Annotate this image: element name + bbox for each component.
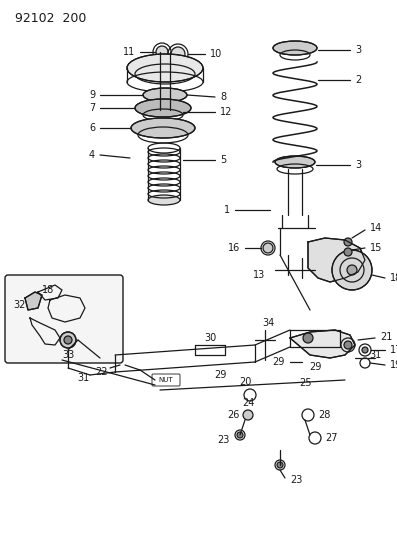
Text: 22: 22 xyxy=(96,367,108,377)
Text: 18: 18 xyxy=(390,273,397,283)
Text: 1: 1 xyxy=(224,205,230,215)
Text: 14: 14 xyxy=(370,223,382,233)
Text: NUT: NUT xyxy=(159,377,173,383)
Text: 33: 33 xyxy=(62,350,74,360)
Circle shape xyxy=(344,248,352,256)
Circle shape xyxy=(347,265,357,275)
Ellipse shape xyxy=(275,156,315,168)
Text: 29: 29 xyxy=(273,357,285,367)
Text: 3: 3 xyxy=(355,45,361,55)
Text: 4: 4 xyxy=(89,150,95,160)
Text: 19: 19 xyxy=(390,360,397,370)
Text: 28: 28 xyxy=(318,410,330,420)
Text: 34: 34 xyxy=(262,318,274,328)
Ellipse shape xyxy=(127,54,203,82)
Text: 26: 26 xyxy=(227,410,240,420)
Text: 6: 6 xyxy=(89,123,95,133)
Text: 27: 27 xyxy=(325,433,337,443)
Text: 29: 29 xyxy=(214,370,226,380)
Circle shape xyxy=(237,432,243,438)
Text: 8: 8 xyxy=(220,92,226,102)
Text: 21: 21 xyxy=(380,332,392,342)
Circle shape xyxy=(362,347,368,353)
Circle shape xyxy=(263,243,273,253)
Circle shape xyxy=(243,410,253,420)
Text: 16: 16 xyxy=(228,243,240,253)
Circle shape xyxy=(303,333,313,343)
Text: 24: 24 xyxy=(242,398,254,408)
Text: 23: 23 xyxy=(218,435,230,445)
Text: 18: 18 xyxy=(42,285,54,295)
Text: 12: 12 xyxy=(220,107,232,117)
Text: 20: 20 xyxy=(239,377,251,387)
Ellipse shape xyxy=(143,88,187,102)
Polygon shape xyxy=(25,292,42,310)
Text: 15: 15 xyxy=(370,243,382,253)
Circle shape xyxy=(277,462,283,468)
Text: 11: 11 xyxy=(123,47,135,57)
Text: 92102  200: 92102 200 xyxy=(15,12,87,25)
Polygon shape xyxy=(308,238,365,282)
Text: 31: 31 xyxy=(77,373,89,383)
Text: 3: 3 xyxy=(355,160,361,170)
Ellipse shape xyxy=(135,99,191,117)
Text: 2: 2 xyxy=(355,75,361,85)
Text: 7: 7 xyxy=(89,103,95,113)
Ellipse shape xyxy=(273,41,317,55)
Ellipse shape xyxy=(148,195,180,205)
Text: 23: 23 xyxy=(290,475,303,485)
Circle shape xyxy=(60,332,76,348)
Polygon shape xyxy=(290,330,355,358)
Circle shape xyxy=(171,47,185,61)
Text: 30: 30 xyxy=(204,333,216,343)
Ellipse shape xyxy=(131,118,195,138)
Circle shape xyxy=(344,238,352,246)
Circle shape xyxy=(156,46,168,58)
Circle shape xyxy=(332,250,372,290)
Text: 25: 25 xyxy=(299,378,311,388)
Text: 13: 13 xyxy=(253,270,265,280)
Text: 32: 32 xyxy=(14,300,26,310)
Text: 5: 5 xyxy=(220,155,226,165)
FancyBboxPatch shape xyxy=(5,275,123,363)
Text: 17: 17 xyxy=(390,345,397,355)
Text: 9: 9 xyxy=(89,90,95,100)
Circle shape xyxy=(64,336,72,344)
Text: 29: 29 xyxy=(309,362,321,372)
Text: 10: 10 xyxy=(210,49,222,59)
Text: 31: 31 xyxy=(369,350,381,360)
Circle shape xyxy=(344,341,352,349)
